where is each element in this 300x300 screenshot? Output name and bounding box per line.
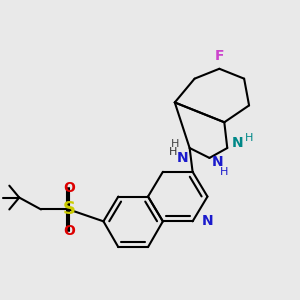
- Text: O: O: [63, 181, 75, 195]
- Text: H: H: [171, 139, 179, 149]
- Text: O: O: [63, 224, 75, 238]
- Text: H: H: [169, 147, 177, 157]
- Text: F: F: [214, 49, 224, 63]
- Text: N: N: [212, 155, 223, 169]
- Text: N: N: [231, 136, 243, 150]
- Text: S: S: [62, 200, 75, 218]
- Text: H: H: [220, 167, 229, 177]
- Text: N: N: [202, 214, 213, 228]
- Text: N: N: [177, 151, 188, 165]
- Text: H: H: [245, 133, 253, 143]
